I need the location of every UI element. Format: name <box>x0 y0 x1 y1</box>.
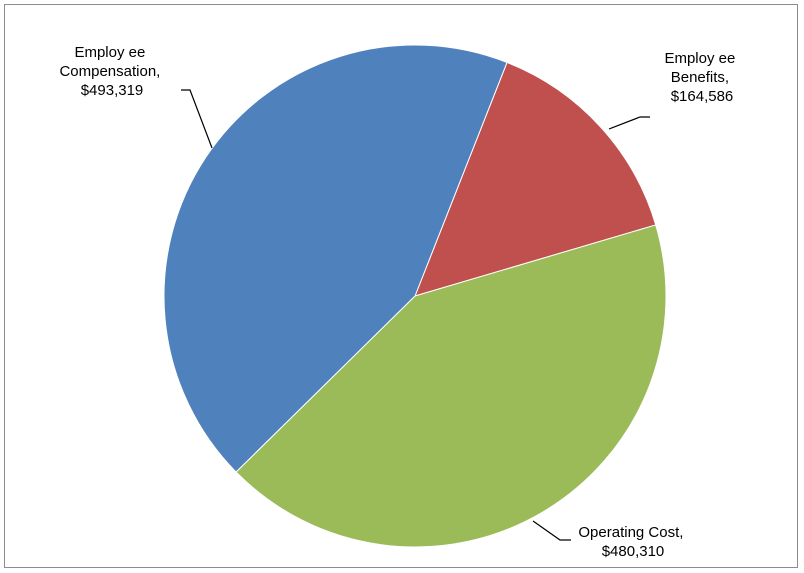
pie-slice-employee-compensation <box>163 44 508 473</box>
pie-slice-operating-cost <box>235 224 667 548</box>
data-label-employee-benefits: Employ ee Benefits, $164,586 <box>664 50 739 105</box>
leader-line-employee-compensation <box>181 89 213 149</box>
leader-line-operating-cost <box>532 520 571 541</box>
pie-slices <box>163 44 667 548</box>
pie-slice-employee-benefits <box>414 61 657 297</box>
leader-line-employee-benefits <box>608 116 650 130</box>
leader-lines <box>181 89 650 541</box>
data-label-employee-compensation: Employ ee Compensation, $493,319 <box>59 44 164 99</box>
data-label-operating-cost: Operating Cost, $480,310 <box>578 524 687 560</box>
